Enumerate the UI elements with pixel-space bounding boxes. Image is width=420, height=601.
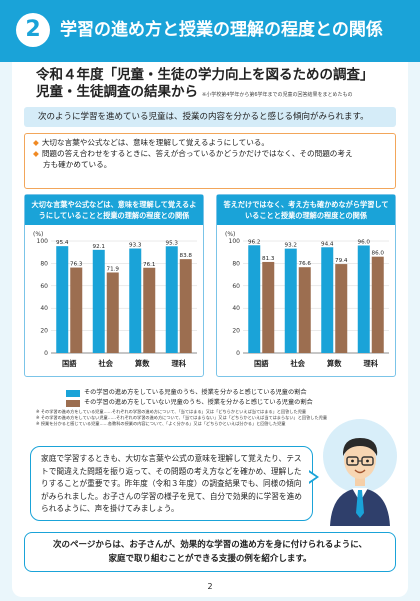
section-header (0, 0, 420, 62)
bullet-item: ◆ 問題の答え合わせをするときに、答えが合っているかどうかだけではなく、その問題の… (33, 148, 387, 159)
bar-not-doing (262, 261, 275, 353)
survey-title-line1: 令和４年度「児童・生徒の学力向上を図るための調査」 (36, 67, 374, 83)
bar-doing (248, 245, 261, 353)
survey-title-row: 児童・生徒調査の結果から ※小学校第4学年から第6学年までの児童の回答結果をまとめ… (36, 82, 406, 104)
chart-title-left: 大切な言葉や公式などは、意味を理解して覚えるようにしていることと授業の理解の程度… (25, 195, 203, 225)
y-axis-unit-label: (%) (33, 231, 43, 238)
next-page-line2: 家庭で取り組むことができる支援の例を紹介します。 (108, 554, 312, 564)
teacher-illustration (323, 419, 397, 526)
diamond-icon: ◆ (33, 149, 39, 158)
data-label: 96.0 (358, 239, 371, 245)
bullet-box: ◆ 大切な言葉や公式などは、意味を理解して覚えるようにしている。 ◆ 問題の答え合わ… (24, 133, 396, 189)
y-axis-unit-label: (%) (225, 231, 235, 238)
legend-swatch-brown (66, 399, 80, 407)
data-label: 93.3 (129, 243, 142, 249)
bar-not-doing (106, 272, 119, 353)
section-number-badge: 2 (16, 13, 50, 47)
category-label: 理科 (364, 359, 379, 368)
bar-chart-left: (%) 0 20 40 60 80 100 95.4 76.3 国語 92.1 71.9 社会 93.3 7… (33, 231, 197, 368)
bar-chart-right: (%) 0 20 40 60 80 100 96.2 81.3 国語 93.2 76.6 社会 94.4 7… (225, 231, 389, 368)
y-tick-label: 100 (37, 238, 49, 245)
chart-panel-left: 大切な言葉や公式などは、意味を理解して覚えるようにしていることと授業の理解の程度… (24, 194, 204, 377)
legend-swatch-blue (66, 389, 80, 397)
chart-title-right: 答えだけではなく、考え方も確かめながら学習していることと授業の理解の程度との関係 (217, 195, 395, 225)
y-tick-label: 100 (229, 238, 241, 245)
data-label: 81.3 (262, 256, 275, 262)
survey-note: ※小学校第4学年から第6学年までの児童の回答結果をまとめたもの (202, 92, 353, 98)
bar-doing (129, 248, 142, 353)
legend-item-not-doing: その学習の進め方をしていない児童のうち、授業を分かると感じている児童の割合 (66, 398, 396, 408)
advice-speech-bubble: 家庭で学習するときも、大切な言葉や公式の意味を理解して覚えたり、テストで間違えた… (30, 446, 313, 521)
data-label: 96.2 (248, 239, 260, 245)
bar-not-doing (335, 264, 348, 353)
bar-doing (284, 248, 297, 353)
bar-not-doing (70, 267, 83, 353)
data-label: 76.1 (143, 262, 156, 268)
legend-label-doing: その学習の進め方をしている児童のうち、授業を分かると感じている児童の割合 (84, 389, 307, 396)
note-2: ※ その学習の進め方をしていない児童……それぞれの学習の進め方について、「当ては… (36, 415, 328, 420)
note-3: ※ 授業を分かると感じている児童……各教科の授業の内容について、「よく分かる」又… (36, 421, 286, 426)
survey-title-line2: 児童・生徒調査の結果から (36, 84, 198, 100)
finding-banner: 次のように学習を進めている児童は、授業の内容を分かると感じる傾向がみられます。 (24, 107, 396, 127)
y-tick-label: 40 (40, 305, 48, 312)
bullet-text-1: 大切な言葉や公式などは、意味を理解して覚えるようにしている。 (41, 138, 269, 147)
note-1: ※ その学習の進め方をしている児童……それぞれの学習の進め方について、「当てはま… (36, 409, 307, 414)
data-label: 86.0 (372, 251, 385, 257)
data-label: 94.4 (321, 241, 334, 247)
data-label: 76.6 (299, 261, 312, 267)
y-tick-label: 20 (232, 328, 240, 335)
y-tick-label: 20 (40, 328, 48, 335)
bullet-text-2-cont: 方も確かめている。 (43, 160, 112, 169)
category-label: 国語 (254, 359, 269, 368)
bar-not-doing (298, 267, 311, 353)
y-tick-label: 80 (232, 260, 240, 267)
y-tick-label: 60 (40, 283, 48, 290)
bar-not-doing (371, 256, 384, 353)
category-label: 算数 (134, 359, 150, 368)
y-tick-label: 40 (232, 305, 240, 312)
data-label: 71.9 (107, 266, 120, 272)
chart-panel-right: 答えだけではなく、考え方も確かめながら学習していることと授業の理解の程度との関係… (216, 194, 396, 377)
data-label: 79.4 (335, 258, 348, 264)
speech-bubble-tail-inner (307, 471, 316, 483)
bar-doing (357, 245, 370, 353)
bullet-item: ◆ 大切な言葉や公式などは、意味を理解して覚えるようにしている。 (33, 137, 387, 148)
category-label: 算数 (326, 359, 342, 368)
y-tick-label: 80 (40, 260, 48, 267)
bar-doing (165, 246, 178, 353)
chart-legend: その学習の進め方をしている児童のうち、授業を分かると感じている児童の割合 その学… (66, 388, 396, 408)
bar-doing (56, 246, 69, 353)
data-label: 95.3 (166, 240, 179, 246)
legend-item-doing: その学習の進め方をしている児童のうち、授業を分かると感じている児童の割合 (66, 388, 396, 398)
data-label: 93.2 (285, 243, 297, 249)
y-tick-label: 0 (236, 350, 240, 357)
data-label: 92.1 (93, 244, 106, 250)
definition-notes: ※ その学習の進め方をしている児童……それぞれの学習の進め方について、「当てはま… (36, 409, 396, 427)
diamond-icon: ◆ (33, 138, 39, 147)
category-label: 国語 (62, 359, 77, 368)
category-label: 社会 (290, 359, 306, 368)
next-page-line1: 次のページからは、お子さんが、効果的な学習の進め方を身に付けられるように、 (53, 540, 367, 550)
bar-not-doing (143, 267, 156, 353)
bar-not-doing (179, 259, 192, 353)
bullet-text-2: 問題の答え合わせをするときに、答えが合っているかどうかだけではなく、その問題の考… (41, 149, 353, 158)
legend-label-not-doing: その学習の進め方をしていない児童のうち、授業を分かると感じている児童の割合 (84, 399, 313, 406)
bar-doing (92, 249, 105, 353)
section-title: 学習の進め方と授業の理解の程度との関係 (60, 20, 383, 40)
y-tick-label: 0 (44, 350, 48, 357)
data-label: 95.4 (56, 240, 69, 246)
category-label: 理科 (172, 359, 187, 368)
y-tick-label: 60 (232, 283, 240, 290)
data-label: 83.8 (180, 253, 193, 259)
page-number: 2 (207, 582, 213, 591)
data-label: 76.3 (70, 262, 83, 268)
next-page-notice: 次のページからは、お子さんが、効果的な学習の進め方を身に付けられるように、 家庭… (24, 532, 396, 572)
category-label: 社会 (98, 359, 114, 368)
bar-doing (321, 247, 334, 353)
